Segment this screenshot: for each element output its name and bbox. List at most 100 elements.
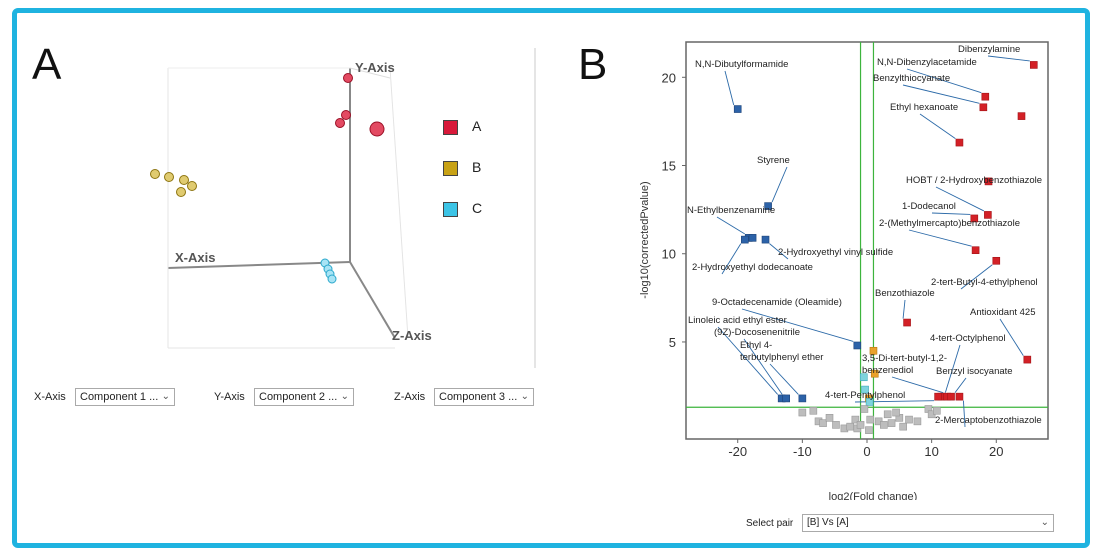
data-point: [899, 422, 908, 431]
data-point: [859, 373, 868, 382]
y-axis-select[interactable]: Component 2 ... ⌄: [254, 388, 354, 406]
data-point: [846, 422, 854, 431]
annotation-arrow: [721, 243, 742, 275]
x-tick-label: 0: [863, 444, 870, 459]
legend-label-a: A: [472, 118, 482, 134]
data-point: [981, 92, 990, 101]
select-pair-dropdown[interactable]: [B] Vs [A] ⌄: [802, 514, 1054, 532]
point-b: [176, 187, 186, 197]
legend-swatch-c: [443, 201, 458, 217]
data-point: [741, 235, 749, 244]
point-label: 4-tert-Octylphenol: [930, 333, 1006, 344]
point-label: 9-Octadecenamide (Oleamide): [712, 297, 842, 308]
data-point: [825, 414, 834, 422]
x-tick-label: -10: [793, 444, 812, 459]
data-point: [1017, 112, 1026, 120]
points-group-b: [150, 169, 197, 197]
data-point: [865, 398, 874, 406]
point-label: Benzyl isocyanate: [936, 366, 1013, 377]
point-label: 2-Hydroxyethyl dodecanoate: [692, 262, 813, 273]
data-point: [748, 234, 757, 242]
data-point: [955, 138, 964, 147]
data-point: [892, 408, 900, 417]
data-point: [883, 410, 892, 419]
z-axis-label: Z-Axis: [392, 328, 432, 343]
legend-swatch-b: [443, 160, 458, 176]
data-point: [861, 385, 869, 394]
point-label: N,N-Dibutylformamide: [695, 59, 788, 70]
data-points: [733, 61, 1038, 434]
select-pair-label: Select pair: [746, 518, 794, 529]
data-point: [933, 406, 941, 415]
annotation-arrow: [987, 55, 1030, 62]
data-point: [860, 405, 869, 413]
data-point: [851, 415, 860, 424]
annotation-arrow: [891, 376, 944, 394]
point-label: 2-Hydroxyethyl vinyl sulfide: [778, 247, 893, 258]
z-axis-select[interactable]: Component 3 ... ⌄: [434, 388, 534, 406]
point-b: [187, 181, 197, 191]
annotation-arrow: [769, 243, 789, 260]
x-axis-select[interactable]: Component 1 ... ⌄: [75, 388, 175, 406]
y-axis-title: -log10(correctedPvalue): [640, 181, 651, 298]
points-group-c: [320, 258, 337, 284]
panel-b-letter: B: [578, 40, 608, 89]
data-point: [903, 318, 911, 327]
x-axis-selector-label: X-Axis: [34, 391, 66, 403]
grid-line: [389, 67, 409, 339]
data-point: [798, 394, 807, 403]
annotation-arrow: [769, 363, 799, 395]
annotation-arrow: [999, 318, 1024, 356]
z-axis-select-value: Component 3 ...: [439, 391, 518, 403]
z-axis-selector-label: Z-Axis: [394, 391, 426, 403]
legend-item-b: B: [443, 159, 481, 176]
point-label: HOBT / 2-Hydroxybenzothiazole: [906, 175, 1042, 186]
legend-swatch-a: [443, 119, 458, 135]
data-point: [764, 202, 772, 210]
chevron-down-icon: ⌄: [340, 391, 349, 402]
point-label: 1-Dodecanol: [902, 201, 956, 212]
point-label: (9Z)-Docosenenitrile: [714, 327, 800, 338]
y-axis-label: Y-Axis: [355, 60, 395, 75]
data-point: [856, 421, 865, 429]
annotation-arrow: [960, 264, 993, 290]
data-point: [984, 177, 993, 186]
data-point: [733, 105, 742, 113]
legend-item-c: C: [443, 200, 482, 217]
volcano-plot[interactable]: -20 -10 0 10 20 5 10 15 20 N,N-Dibutylformamide S…: [640, 30, 1070, 500]
point-b: [164, 172, 174, 182]
point-a: [341, 110, 351, 120]
x-tick-label: 20: [989, 444, 1003, 459]
point-label: Styrene: [757, 155, 790, 166]
pca-3d-plot[interactable]: X-Axis Y-Axis Z-Axis: [140, 48, 560, 368]
point-label: Antioxidant 425: [970, 307, 1036, 318]
y-axis-select-value: Component 2 ...: [259, 391, 338, 403]
y-tick-label: 10: [662, 247, 676, 262]
point-label: Linoleic acid ethyl ester: [688, 315, 787, 326]
chevron-down-icon: ⌄: [1040, 517, 1049, 528]
points-group-a: [335, 73, 385, 137]
panel-a-letter: A: [32, 40, 62, 89]
point-b: [179, 175, 189, 185]
legend-label-c: C: [472, 200, 483, 216]
annotation-arrow: [931, 212, 971, 215]
annotation-arrow: [954, 377, 967, 393]
point-a: [369, 121, 385, 137]
annotation-arrow: [717, 326, 779, 395]
annotation-arrow: [919, 113, 956, 139]
x-tick-label: 10: [924, 444, 938, 459]
point-a: [335, 118, 345, 128]
select-pair-value: [B] Vs [A]: [807, 517, 849, 528]
data-point: [1029, 61, 1038, 69]
data-point: [970, 214, 979, 223]
data-point: [947, 392, 955, 401]
data-point: [1023, 355, 1032, 364]
point-label: 3,5-Di-tert-butyl-1,2-benzenediol: [862, 353, 947, 376]
y-tick-label: 5: [669, 335, 676, 350]
point-a: [343, 73, 353, 83]
annotation-arrow: [741, 308, 854, 342]
annotation-arrow: [743, 338, 783, 395]
data-point: [955, 392, 964, 401]
chevron-down-icon: ⌄: [161, 391, 170, 402]
legend-item-a: A: [443, 118, 481, 135]
